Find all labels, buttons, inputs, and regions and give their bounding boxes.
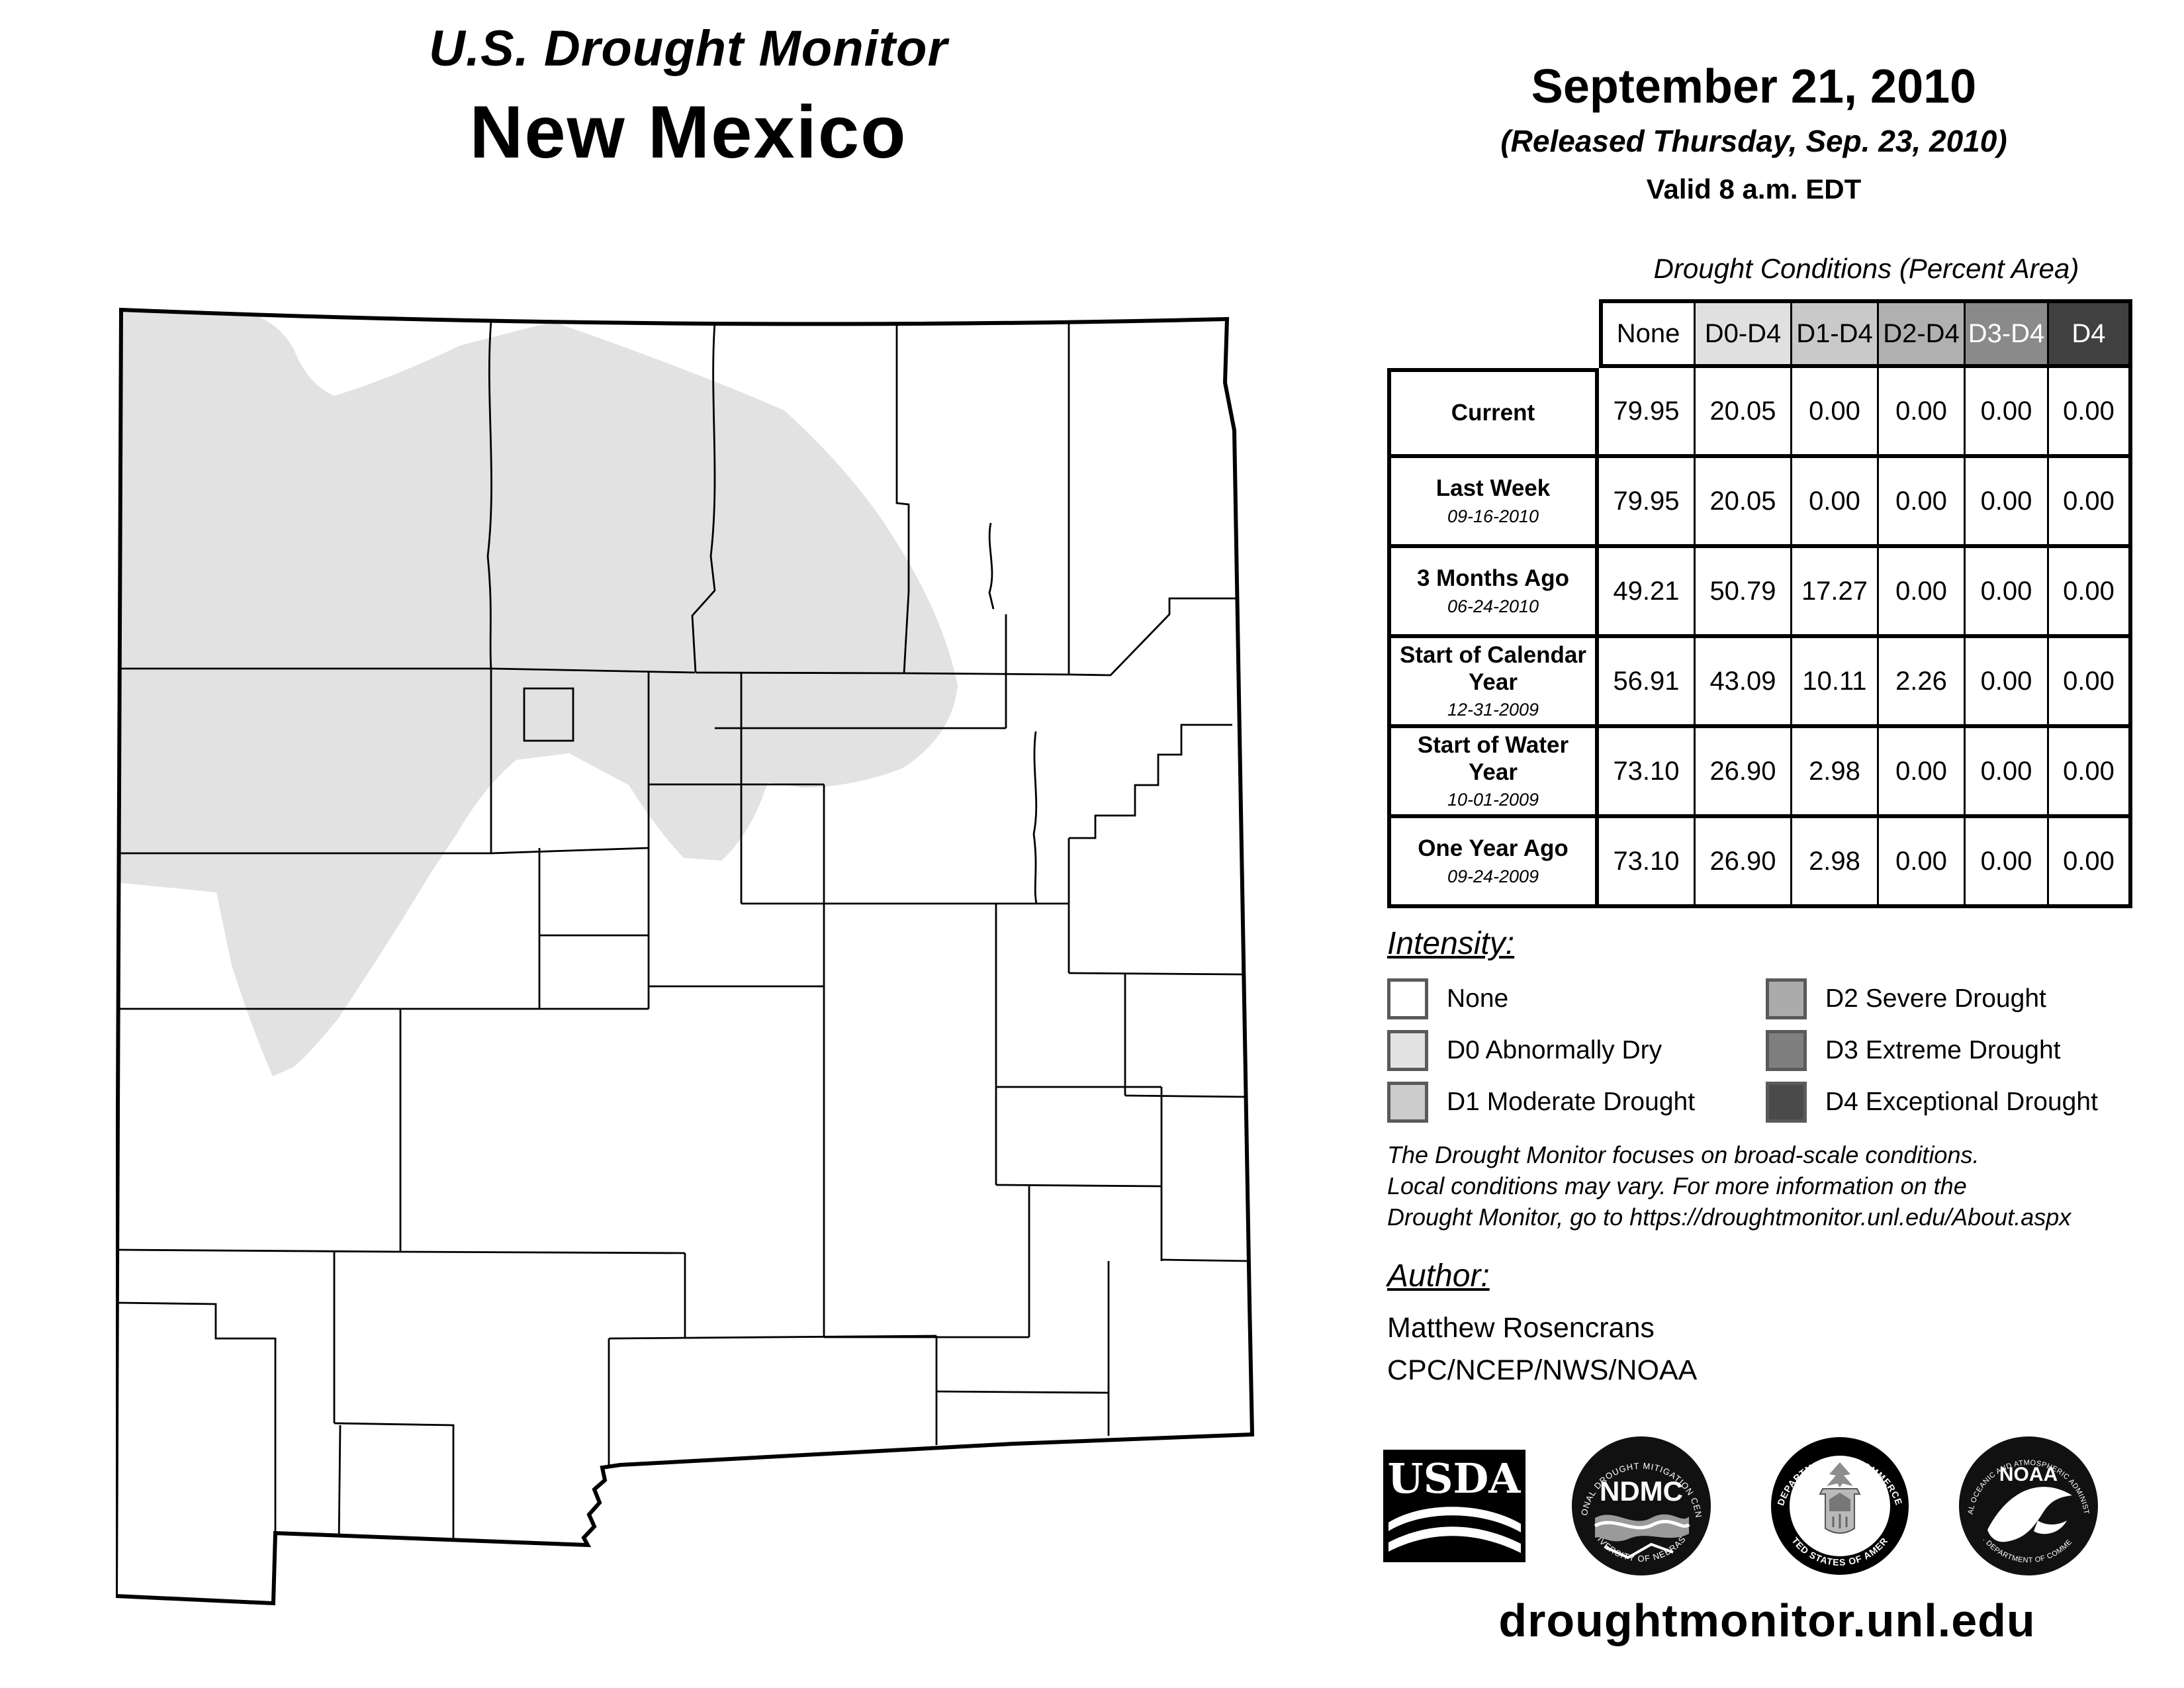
- agency-logos: USDA NATIONAL DROUGHT MITIGATION CENTER …: [1377, 1423, 2158, 1589]
- table-cell: 0.00: [2049, 818, 2132, 908]
- column-header-d0d4: D0-D4: [1696, 299, 1792, 368]
- new-mexico-drought-map: [113, 305, 1261, 1612]
- author-organization: CPC/NCEP/NWS/NOAA: [1387, 1354, 1698, 1386]
- table-cell: 43.09: [1696, 638, 1792, 728]
- table-cell: 50.79: [1696, 548, 1792, 638]
- table-cell: 0.00: [1879, 818, 1966, 908]
- column-header-d2d4: D2-D4: [1879, 299, 1966, 368]
- map-date: September 21, 2010: [1531, 60, 1977, 113]
- legend-item-d4: D4 Exceptional Drought: [1766, 1082, 2098, 1123]
- table-corner-cell: [1387, 299, 1599, 368]
- table-cell: 0.00: [1792, 368, 1879, 458]
- table-cell: 17.27: [1792, 548, 1879, 638]
- legend-item-none: None: [1387, 978, 1508, 1019]
- table-cell: 79.95: [1599, 458, 1696, 548]
- legend-swatch-d1: [1387, 1082, 1428, 1123]
- table-cell: 26.90: [1696, 818, 1792, 908]
- table-cell: 79.95: [1599, 368, 1696, 458]
- doc-seal: DEPARTMENT OF COMMERCE UNITED STATES OF …: [1771, 1437, 1909, 1575]
- ndmc-text: NDMC: [1600, 1476, 1683, 1507]
- title-block: U.S. Drought Monitor New Mexico: [218, 20, 1158, 175]
- legend-swatch-d4: [1766, 1082, 1807, 1123]
- column-header-none: None: [1599, 299, 1696, 368]
- column-header-d4: D4: [2049, 299, 2132, 368]
- table-cell: 26.90: [1696, 728, 1792, 818]
- row-label-last-week: Last Week 09-16-2010: [1387, 458, 1599, 548]
- usda-text: USDA: [1388, 1454, 1522, 1503]
- table-cell: 0.00: [2049, 368, 2132, 458]
- table-cell: 0.00: [1879, 458, 1966, 548]
- table-cell: 0.00: [2049, 638, 2132, 728]
- release-date: (Released Thursday, Sep. 23, 2010): [1500, 124, 2007, 158]
- table-cell: 0.00: [1966, 368, 2049, 458]
- table-cell: 0.00: [1966, 638, 2049, 728]
- usda-logo: USDA: [1383, 1450, 1525, 1562]
- table-cell: 0.00: [1879, 728, 1966, 818]
- legend-swatch-d2: [1766, 978, 1807, 1019]
- table-cell: 0.00: [1966, 458, 2049, 548]
- table-cell: 73.10: [1599, 818, 1696, 908]
- table-title: Drought Conditions (Percent Area): [1653, 253, 2079, 284]
- legend-swatch-none: [1387, 978, 1428, 1019]
- table-cell: 0.00: [2049, 548, 2132, 638]
- table-cell: 10.11: [1792, 638, 1879, 728]
- table-cell: 20.05: [1696, 458, 1792, 548]
- table-cell: 56.91: [1599, 638, 1696, 728]
- row-label-current: Current: [1387, 368, 1599, 458]
- table-cell: 0.00: [1792, 458, 1879, 548]
- table-cell: 0.00: [1879, 368, 1966, 458]
- doc-eagle-shield: [1819, 1462, 1861, 1534]
- table-cell: 0.00: [2049, 728, 2132, 818]
- author-heading: Author:: [1387, 1258, 1490, 1293]
- table-cell: 0.00: [1966, 548, 2049, 638]
- valid-time: Valid 8 a.m. EDT: [1646, 173, 1862, 205]
- d0-drought-region: [116, 310, 958, 1076]
- disclaimer-text: The Drought Monitor focuses on broad-sca…: [1387, 1141, 2071, 1231]
- drought-conditions-table: None D0-D4 D1-D4 D2-D4 D3-D4 D4 Current …: [1387, 299, 2132, 908]
- noaa-text: NOAA: [1999, 1464, 2058, 1485]
- legend-item-d1: D1 Moderate Drought: [1387, 1082, 1695, 1123]
- row-label-start-water-year: Start of Water Year 10-01-2009: [1387, 728, 1599, 818]
- table-cell: 2.26: [1879, 638, 1966, 728]
- intensity-heading: Intensity:: [1387, 926, 1515, 961]
- legend-item-d0: D0 Abnormally Dry: [1387, 1030, 1662, 1071]
- table-cell: 0.00: [1966, 728, 2049, 818]
- column-header-d1d4: D1-D4: [1792, 299, 1879, 368]
- row-label-3-months-ago: 3 Months Ago 06-24-2010: [1387, 548, 1599, 638]
- ndmc-logo: NATIONAL DROUGHT MITIGATION CENTER UNIVE…: [1572, 1436, 1711, 1575]
- website-url: droughtmonitor.unl.edu: [1498, 1595, 2036, 1646]
- legend-item-d3: D3 Extreme Drought: [1766, 1030, 2060, 1071]
- legend-swatch-d0: [1387, 1030, 1428, 1071]
- table-cell: 0.00: [1966, 818, 2049, 908]
- column-header-d3d4: D3-D4: [1966, 299, 2049, 368]
- table-cell: 20.05: [1696, 368, 1792, 458]
- legend-swatch-d3: [1766, 1030, 1807, 1071]
- table-cell: 2.98: [1792, 818, 1879, 908]
- row-label-start-calendar-year: Start of Calendar Year 12-31-2009: [1387, 638, 1599, 728]
- table-cell: 49.21: [1599, 548, 1696, 638]
- table-cell: 0.00: [1879, 548, 1966, 638]
- date-block: September 21, 2010 (Released Thursday, S…: [1416, 60, 2091, 205]
- noaa-logo: NATIONAL OCEANIC AND ATMOSPHERIC ADMINIS…: [1959, 1436, 2098, 1575]
- row-label-one-year-ago: One Year Ago 09-24-2009: [1387, 818, 1599, 908]
- table-cell: 73.10: [1599, 728, 1696, 818]
- table-cell: 2.98: [1792, 728, 1879, 818]
- state-outline: [113, 307, 1255, 1606]
- state-title: New Mexico: [469, 91, 907, 173]
- county-borders: [116, 319, 1251, 1546]
- table-cell: 0.00: [2049, 458, 2132, 548]
- author-name: Matthew Rosencrans: [1387, 1312, 1655, 1344]
- page-title: U.S. Drought Monitor: [428, 21, 948, 77]
- legend-item-d2: D2 Severe Drought: [1766, 978, 2046, 1019]
